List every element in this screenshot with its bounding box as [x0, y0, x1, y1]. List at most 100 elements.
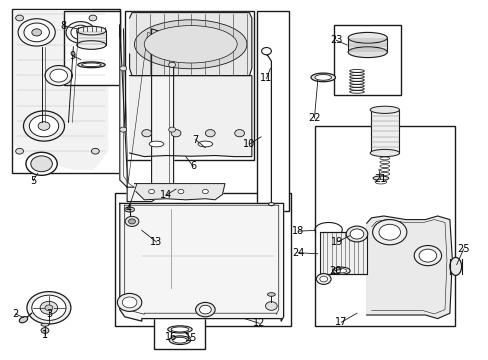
Circle shape — [117, 293, 142, 311]
Ellipse shape — [41, 323, 49, 326]
Ellipse shape — [124, 207, 134, 212]
Ellipse shape — [374, 180, 386, 184]
Circle shape — [77, 30, 84, 35]
Text: 9: 9 — [69, 51, 75, 61]
Circle shape — [378, 224, 400, 240]
Text: 22: 22 — [307, 113, 320, 123]
Text: 23: 23 — [329, 35, 342, 45]
Ellipse shape — [379, 161, 389, 164]
Circle shape — [29, 115, 59, 137]
Text: 18: 18 — [291, 226, 304, 236]
Bar — [63, 11, 120, 85]
Circle shape — [142, 130, 151, 137]
Circle shape — [120, 66, 126, 71]
Polygon shape — [120, 25, 173, 202]
Text: 12: 12 — [252, 318, 265, 328]
Ellipse shape — [347, 32, 386, 43]
Circle shape — [128, 219, 135, 224]
Circle shape — [234, 130, 244, 137]
Circle shape — [27, 292, 71, 324]
Circle shape — [50, 69, 67, 82]
Circle shape — [195, 302, 215, 317]
Ellipse shape — [149, 141, 163, 147]
Text: 25: 25 — [456, 244, 469, 254]
Circle shape — [316, 274, 330, 284]
Circle shape — [372, 220, 406, 245]
Text: 21: 21 — [373, 174, 386, 184]
Bar — [12, 9, 120, 173]
Ellipse shape — [78, 62, 105, 68]
Ellipse shape — [144, 26, 237, 63]
Circle shape — [413, 246, 441, 266]
Polygon shape — [366, 216, 451, 319]
Circle shape — [349, 229, 363, 239]
Circle shape — [32, 295, 66, 320]
Ellipse shape — [167, 326, 192, 333]
Ellipse shape — [347, 47, 386, 58]
Polygon shape — [129, 13, 251, 76]
Ellipse shape — [335, 269, 346, 273]
Circle shape — [199, 305, 211, 314]
Ellipse shape — [369, 106, 399, 113]
Text: 5: 5 — [30, 176, 36, 186]
Ellipse shape — [379, 168, 389, 171]
Circle shape — [16, 148, 23, 154]
Text: 7: 7 — [192, 135, 198, 145]
Circle shape — [148, 189, 154, 194]
Ellipse shape — [19, 316, 28, 323]
Circle shape — [45, 305, 53, 311]
Circle shape — [71, 25, 90, 40]
Ellipse shape — [379, 157, 389, 160]
Circle shape — [346, 226, 367, 242]
Circle shape — [26, 152, 57, 175]
Text: 17: 17 — [334, 317, 347, 327]
Circle shape — [32, 29, 41, 36]
Ellipse shape — [332, 267, 349, 274]
Circle shape — [38, 122, 50, 130]
Text: 2: 2 — [13, 309, 19, 319]
Circle shape — [168, 62, 175, 67]
Circle shape — [89, 15, 97, 21]
Circle shape — [418, 249, 436, 262]
Ellipse shape — [171, 327, 188, 332]
Circle shape — [66, 22, 95, 43]
Ellipse shape — [77, 26, 106, 35]
Text: 20: 20 — [328, 266, 341, 276]
Text: 16: 16 — [164, 332, 177, 342]
Circle shape — [45, 66, 72, 86]
Ellipse shape — [172, 337, 187, 343]
Bar — [370, 110, 398, 153]
Bar — [256, 11, 288, 211]
Text: 3: 3 — [46, 309, 52, 319]
Bar — [77, 31, 106, 45]
Bar — [154, 317, 205, 349]
Bar — [320, 232, 366, 274]
Bar — [315, 126, 454, 326]
Ellipse shape — [314, 75, 331, 80]
Ellipse shape — [379, 165, 389, 168]
Text: 6: 6 — [190, 161, 196, 171]
Circle shape — [31, 156, 52, 172]
Text: 11: 11 — [260, 73, 272, 84]
Ellipse shape — [267, 293, 275, 296]
Circle shape — [41, 328, 49, 333]
Ellipse shape — [369, 149, 399, 157]
Circle shape — [125, 216, 139, 226]
Circle shape — [16, 15, 23, 21]
Circle shape — [178, 189, 183, 194]
Circle shape — [265, 302, 277, 310]
Bar — [347, 38, 386, 52]
Ellipse shape — [379, 172, 389, 175]
Ellipse shape — [134, 20, 246, 69]
Polygon shape — [120, 203, 283, 321]
Circle shape — [23, 111, 64, 141]
Polygon shape — [134, 184, 224, 200]
Ellipse shape — [268, 203, 274, 206]
Ellipse shape — [372, 176, 388, 180]
Bar — [115, 193, 290, 326]
Polygon shape — [129, 76, 251, 157]
Circle shape — [205, 130, 215, 137]
Text: 4: 4 — [125, 204, 131, 214]
Circle shape — [122, 297, 137, 308]
Polygon shape — [15, 11, 107, 169]
